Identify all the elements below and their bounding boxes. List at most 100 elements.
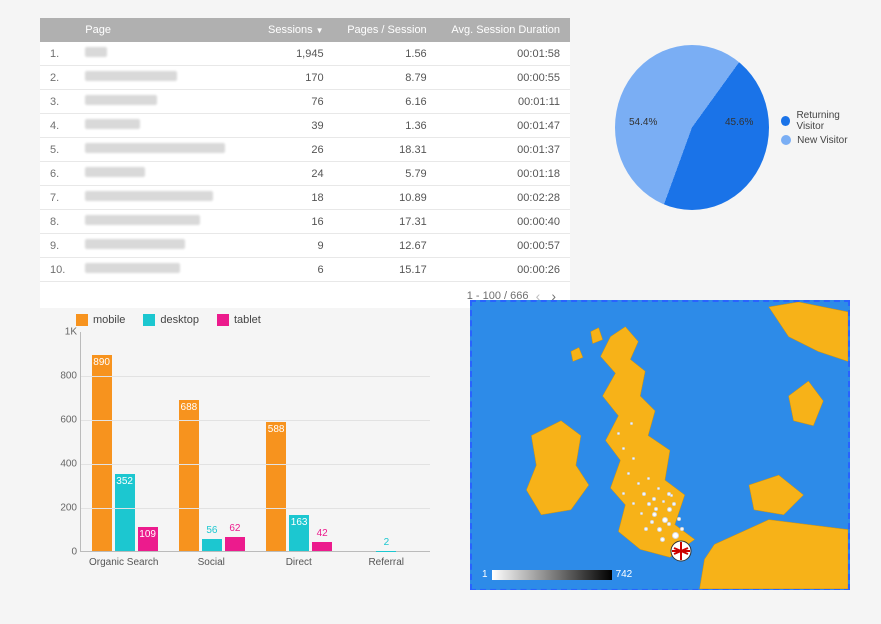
row-page: [75, 90, 255, 114]
bar: 42: [312, 542, 332, 551]
bar-legend-item: mobile: [76, 314, 125, 326]
map-data-point: [630, 422, 633, 425]
row-duration: 00:01:18: [437, 162, 570, 186]
map-data-point: [650, 520, 654, 524]
col-pps[interactable]: Pages / Session: [334, 18, 437, 42]
table-row[interactable]: 6.245.7900:01:18: [40, 162, 570, 186]
map-data-point: [662, 500, 665, 503]
row-duration: 00:01:11: [437, 90, 570, 114]
row-page: [75, 258, 255, 282]
pages-table: Page Sessions▼ Pages / Session Avg. Sess…: [40, 18, 570, 308]
traffic-source-bar-chart: mobile desktop tablet 890352109 6885662 5881…: [40, 310, 440, 590]
bar: 688: [179, 400, 199, 551]
table-row[interactable]: 2.1708.7900:00:55: [40, 66, 570, 90]
row-duration: 00:01:58: [437, 42, 570, 66]
row-sessions: 39: [255, 114, 333, 138]
row-pps: 15.17: [334, 258, 437, 282]
table-row[interactable]: 5.2618.3100:01:37: [40, 138, 570, 162]
row-index: 2.: [40, 66, 75, 90]
map-data-point: [667, 522, 671, 526]
col-index[interactable]: [40, 18, 75, 42]
legend-swatch-icon: [217, 314, 229, 326]
table-row[interactable]: 1. 1,9451.5600:01:58: [40, 42, 570, 66]
map-data-point: [642, 492, 646, 496]
bar-group: 2: [343, 332, 430, 551]
map-data-point: [644, 527, 648, 531]
map-color-scale: 1 742: [482, 569, 632, 580]
col-duration[interactable]: Avg. Session Duration: [437, 18, 570, 42]
legend-label: tablet: [234, 314, 261, 326]
map-data-point: [672, 532, 679, 539]
row-index: 1.: [40, 42, 75, 66]
row-duration: 00:00:40: [437, 210, 570, 234]
bar-group: 890352109: [81, 332, 168, 551]
col-page[interactable]: Page: [75, 18, 255, 42]
row-page: [75, 114, 255, 138]
row-index: 9.: [40, 234, 75, 258]
row-pps: 1.36: [334, 114, 437, 138]
bar: 109: [138, 527, 158, 551]
row-page: [75, 234, 255, 258]
table-row[interactable]: 3.766.1600:01:11: [40, 90, 570, 114]
row-index: 7.: [40, 186, 75, 210]
table-row[interactable]: 4.391.3600:01:47: [40, 114, 570, 138]
map-data-point: [670, 494, 673, 497]
legend-label: desktop: [160, 314, 199, 326]
bar: 163: [289, 515, 309, 551]
bar: 56: [202, 539, 222, 551]
geo-map[interactable]: ⋮: [470, 300, 850, 590]
row-sessions: 76: [255, 90, 333, 114]
row-sessions: 16: [255, 210, 333, 234]
pie-slice-label-returning: 45.6%: [725, 117, 753, 128]
row-pps: 10.89: [334, 186, 437, 210]
row-duration: 00:02:28: [437, 186, 570, 210]
table-row[interactable]: 7. 1810.8900:02:28: [40, 186, 570, 210]
col-sessions[interactable]: Sessions▼: [255, 18, 333, 42]
table-row[interactable]: 10.615.1700:00:26: [40, 258, 570, 282]
map-data-point: [680, 527, 684, 531]
bar: 62: [225, 537, 245, 551]
map-data-point: [657, 527, 662, 532]
map-data-point: [632, 502, 635, 505]
map-data-point: [652, 512, 657, 517]
scale-gradient-icon: [492, 570, 612, 580]
legend-swatch-icon: [781, 116, 790, 126]
map-data-point: [677, 517, 681, 521]
row-page: [75, 162, 255, 186]
row-sessions: 26: [255, 138, 333, 162]
row-duration: 00:01:47: [437, 114, 570, 138]
row-page: [75, 66, 255, 90]
map-data-point: [652, 497, 656, 501]
map-data-point: [654, 507, 658, 511]
row-pps: 18.31: [334, 138, 437, 162]
bar-legend: mobile desktop tablet: [40, 310, 440, 332]
row-pps: 1.56: [334, 42, 437, 66]
legend-swatch-icon: [781, 135, 791, 145]
row-pps: 17.31: [334, 210, 437, 234]
map-data-point: [672, 502, 676, 506]
map-graphic: [472, 302, 848, 589]
row-index: 8.: [40, 210, 75, 234]
map-data-point: [637, 482, 640, 485]
bar-group: 58816342: [256, 332, 343, 551]
map-data-point: [647, 502, 651, 506]
row-sessions: 1,945: [255, 42, 333, 66]
row-duration: 00:00:55: [437, 66, 570, 90]
row-sessions: 170: [255, 66, 333, 90]
row-page: [75, 186, 255, 210]
table-header-row: Page Sessions▼ Pages / Session Avg. Sess…: [40, 18, 570, 42]
row-page: [75, 42, 255, 66]
row-pps: 6.16: [334, 90, 437, 114]
row-duration: 00:01:37: [437, 138, 570, 162]
scale-max: 742: [616, 569, 633, 580]
row-pps: 5.79: [334, 162, 437, 186]
row-sessions: 24: [255, 162, 333, 186]
map-data-point: [622, 447, 625, 450]
bar-plot-area: 8903521096885662588163422 02004006008001…: [80, 332, 430, 552]
row-sessions: 18: [255, 186, 333, 210]
map-data-point: [632, 457, 635, 460]
row-page: [75, 138, 255, 162]
table-row[interactable]: 8. 1617.3100:00:40: [40, 210, 570, 234]
table-row[interactable]: 9.912.6700:00:57: [40, 234, 570, 258]
x-axis-label: Organic Search: [80, 552, 168, 568]
